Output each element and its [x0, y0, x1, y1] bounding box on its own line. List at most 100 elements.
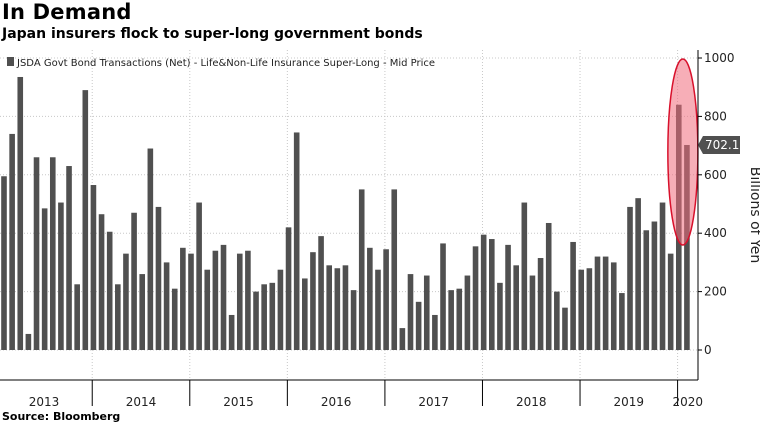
- bar: [537, 258, 544, 350]
- bars: [1, 76, 690, 351]
- last-value-label: 702.1: [705, 138, 739, 152]
- bar: [204, 269, 211, 350]
- bar: [196, 202, 202, 350]
- bar: [350, 290, 357, 350]
- bar: [456, 288, 463, 350]
- y-tick-label: 200: [704, 285, 727, 299]
- bar: [342, 265, 349, 350]
- bar: [123, 253, 129, 350]
- bar: [659, 202, 666, 350]
- bar: [489, 239, 495, 350]
- bar: [334, 268, 341, 350]
- bar: [25, 333, 32, 350]
- x-tick-label: 2020: [673, 395, 704, 409]
- bar: [245, 250, 251, 350]
- bar: [399, 328, 406, 350]
- bar: [147, 148, 154, 350]
- legend: JSDA Govt Bond Transactions (Net) - Life…: [7, 57, 435, 69]
- bar: [578, 269, 585, 350]
- bar: [220, 244, 227, 350]
- bar: [521, 202, 528, 350]
- bar: [90, 185, 97, 350]
- bar: [480, 234, 487, 350]
- bar: [529, 275, 536, 350]
- bar: [391, 189, 398, 350]
- bar: [131, 212, 137, 350]
- bar: [1, 176, 7, 350]
- bar: [619, 293, 625, 350]
- x-tick-label: 2017: [418, 395, 449, 409]
- bar: [106, 231, 113, 350]
- legend-label: JSDA Govt Bond Transactions (Net) - Life…: [16, 58, 435, 69]
- bar: [236, 253, 243, 350]
- bar: [228, 314, 235, 350]
- bar: [440, 243, 446, 350]
- x-tick-label: 2018: [516, 395, 547, 409]
- bar: [432, 314, 438, 350]
- bar: [610, 262, 617, 350]
- bar: [188, 253, 194, 350]
- bar: [310, 252, 316, 350]
- y-tick-label: 0: [704, 343, 712, 357]
- legend-swatch: [7, 57, 14, 66]
- highlight: [667, 58, 699, 246]
- bar: [41, 208, 48, 350]
- last-value-badge: [698, 135, 740, 154]
- bar: [651, 221, 658, 350]
- bar: [163, 262, 170, 350]
- bar: [358, 189, 365, 350]
- bar: [293, 132, 300, 350]
- bar: [554, 291, 560, 350]
- bar: [423, 275, 430, 350]
- axes: 0 200 400 600 800 1000 2013 2014 2015 2016 2017 201…: [0, 50, 740, 409]
- y-tick-label: 1000: [704, 51, 735, 65]
- bar: [684, 144, 690, 350]
- x-tick-label: 2016: [321, 395, 352, 409]
- x-tick-label: 2014: [126, 395, 157, 409]
- bar: [212, 250, 219, 350]
- x-tick-label: 2013: [29, 395, 60, 409]
- bar: [98, 214, 105, 350]
- bar: [505, 244, 511, 350]
- bar: [33, 157, 40, 350]
- bar: [586, 268, 593, 350]
- y-tick-label: 600: [704, 168, 727, 182]
- bar: [383, 249, 389, 350]
- bar: [367, 247, 373, 350]
- bar: [667, 253, 674, 350]
- x-tick-label: 2019: [614, 395, 645, 409]
- bar: [66, 166, 72, 350]
- bar: [17, 76, 24, 350]
- y-tick-label: 400: [704, 226, 727, 240]
- bar: [635, 198, 641, 350]
- y-tick-label: 800: [704, 109, 727, 123]
- bar: [180, 247, 186, 350]
- bar: [545, 222, 552, 350]
- bar: [139, 274, 146, 350]
- bar: [513, 265, 519, 350]
- bar: [627, 206, 633, 350]
- bar: [261, 284, 267, 350]
- y-axis-label: Billions of Yen: [747, 167, 760, 263]
- gridlines: [0, 50, 698, 380]
- bar: [570, 241, 576, 350]
- bar: [643, 230, 650, 350]
- bar: [302, 278, 308, 350]
- bar: [594, 256, 601, 350]
- bar: [74, 284, 80, 350]
- headline: In Demand: [2, 0, 132, 24]
- bar: [155, 206, 162, 350]
- subtitle: Japan insurers flock to super-long gover…: [2, 26, 423, 42]
- bar: [407, 274, 414, 350]
- bar: [171, 288, 178, 350]
- bar: [115, 284, 121, 350]
- bar: [562, 307, 568, 350]
- bar: [318, 236, 324, 350]
- bar: [49, 157, 56, 350]
- highlight-ellipse: [667, 58, 699, 246]
- bar: [464, 275, 471, 350]
- bar: [602, 256, 609, 350]
- bar: [448, 290, 454, 350]
- bar: [415, 301, 422, 350]
